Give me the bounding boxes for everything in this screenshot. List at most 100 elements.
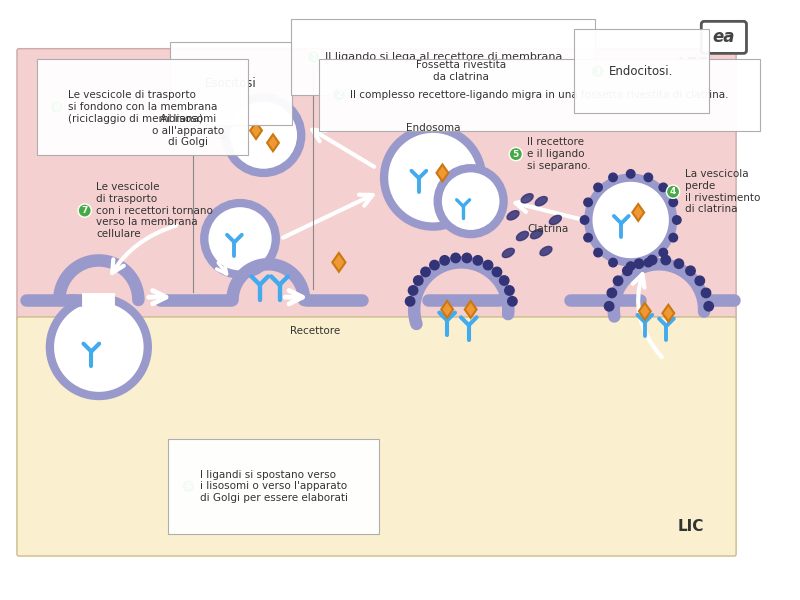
FancyBboxPatch shape [17,317,736,556]
Circle shape [182,480,195,493]
Text: Recettore: Recettore [290,326,341,337]
Circle shape [492,267,502,277]
Circle shape [591,65,604,78]
Circle shape [473,256,482,265]
Ellipse shape [540,247,552,256]
Circle shape [430,260,439,270]
Circle shape [626,170,635,178]
Circle shape [580,216,589,224]
Polygon shape [662,305,674,322]
Circle shape [440,256,450,265]
Circle shape [644,173,653,182]
Circle shape [674,259,683,268]
Text: Le vescicole di trasporto
si fondono con la membrana
(riciclaggio di membrana): Le vescicole di trasporto si fondono con… [68,91,217,124]
Circle shape [584,233,592,242]
Circle shape [673,216,681,224]
Circle shape [634,259,644,268]
Text: 6: 6 [185,482,191,491]
Circle shape [607,288,617,298]
Polygon shape [437,164,448,181]
Circle shape [483,260,493,270]
Circle shape [499,276,509,285]
Polygon shape [639,303,650,320]
Polygon shape [441,301,453,318]
Text: La vescicola
perde
il rivestimento
di clatrina: La vescicola perde il rivestimento di cl… [686,169,761,214]
Circle shape [451,253,460,263]
Text: 5: 5 [513,149,519,158]
Text: 3: 3 [594,67,601,76]
Text: Il recettore
e il ligando
si separano.: Il recettore e il ligando si separano. [527,137,590,170]
Circle shape [605,302,614,311]
Circle shape [659,248,667,257]
Circle shape [462,253,471,263]
Text: Clatrina: Clatrina [527,224,568,235]
Polygon shape [465,301,477,318]
Circle shape [614,276,622,286]
Circle shape [204,203,276,275]
Text: Ai lisosomi
o all'apparato
di Golgi: Ai lisosomi o all'apparato di Golgi [152,114,224,147]
Circle shape [609,173,618,182]
Circle shape [669,198,678,206]
Circle shape [659,183,667,191]
Text: Il complesso recettore-ligando migra in una fossetta rivestita di clatrina.: Il complesso recettore-ligando migra in … [350,90,729,100]
Circle shape [408,286,418,295]
Circle shape [594,183,602,191]
Circle shape [508,296,517,306]
Ellipse shape [507,211,519,220]
Text: I ligandi si spostano verso
i lisosomi o verso l'apparato
di Golgi per essere el: I ligandi si spostano verso i lisosomi o… [199,470,347,503]
Ellipse shape [502,248,514,257]
Polygon shape [267,134,279,151]
Ellipse shape [517,232,529,241]
Text: 8: 8 [54,103,60,112]
Text: Il ligando si lega al recettore di membrana: Il ligando si lega al recettore di membr… [325,52,562,62]
Circle shape [584,198,592,206]
Polygon shape [250,122,262,139]
Circle shape [414,276,423,285]
Circle shape [647,255,657,265]
Circle shape [78,204,91,217]
Ellipse shape [521,194,533,203]
Text: 2: 2 [336,90,342,99]
Circle shape [626,262,635,271]
FancyBboxPatch shape [17,49,736,321]
Text: 4: 4 [670,187,676,196]
Text: Le vescicole
di trasporto
con i recettori tornano
verso la membrana
cellulare: Le vescicole di trasporto con i recettor… [96,182,213,239]
Circle shape [588,178,673,262]
Text: Endocitosi.: Endocitosi. [609,65,674,78]
Circle shape [406,296,415,306]
Circle shape [505,286,514,295]
Circle shape [438,168,504,234]
Circle shape [695,276,705,286]
Circle shape [307,50,320,64]
Circle shape [666,185,680,199]
Text: Endosoma: Endosoma [406,123,460,133]
Circle shape [384,128,482,227]
Text: Fossetta rivestita
da clatrina: Fossetta rivestita da clatrina [416,60,506,82]
Circle shape [644,259,653,267]
FancyBboxPatch shape [702,22,746,53]
Ellipse shape [550,215,562,224]
Circle shape [186,77,199,90]
Ellipse shape [535,197,547,206]
Text: ea: ea [713,28,735,46]
Circle shape [704,302,714,311]
Circle shape [510,148,522,161]
Text: LEC: LEC [678,58,709,73]
Circle shape [702,288,710,298]
Circle shape [332,88,346,101]
Circle shape [661,255,670,265]
Circle shape [686,266,695,275]
Circle shape [421,267,430,277]
Text: 7: 7 [82,206,88,215]
Circle shape [50,100,63,113]
Polygon shape [632,204,644,221]
Circle shape [622,266,632,275]
Circle shape [609,259,618,267]
Circle shape [594,248,602,257]
Circle shape [226,98,302,173]
Ellipse shape [530,229,542,239]
Circle shape [50,298,148,396]
Text: LIC: LIC [678,518,704,533]
Text: 0: 0 [190,79,196,88]
Circle shape [669,233,678,242]
